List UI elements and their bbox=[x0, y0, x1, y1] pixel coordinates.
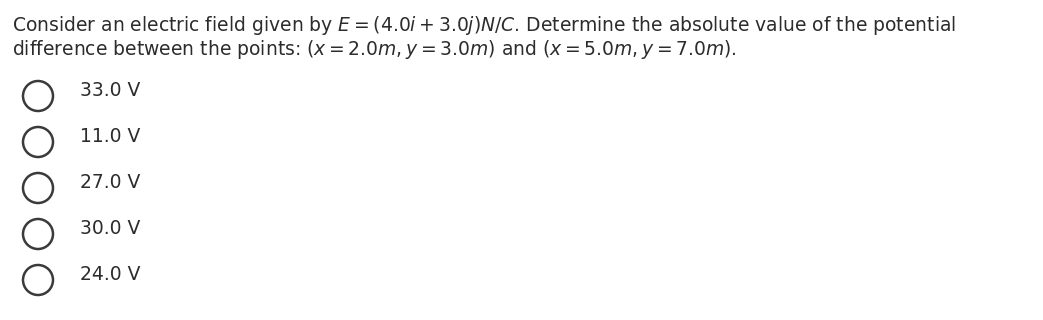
Text: 33.0 V: 33.0 V bbox=[80, 81, 141, 100]
Text: 30.0 V: 30.0 V bbox=[80, 219, 141, 237]
Text: 24.0 V: 24.0 V bbox=[80, 265, 141, 284]
Text: 27.0 V: 27.0 V bbox=[80, 172, 141, 191]
Text: 11.0 V: 11.0 V bbox=[80, 126, 141, 146]
Text: Consider an electric field given by $E = (4.0i + 3.0j)N/C$. Determine the absolu: Consider an electric field given by $E =… bbox=[13, 14, 956, 37]
Text: difference between the points: $(x = 2.0m, y = 3.0m)$ and $(x = 5.0m, y = 7.0m)$: difference between the points: $(x = 2.0… bbox=[13, 38, 736, 61]
